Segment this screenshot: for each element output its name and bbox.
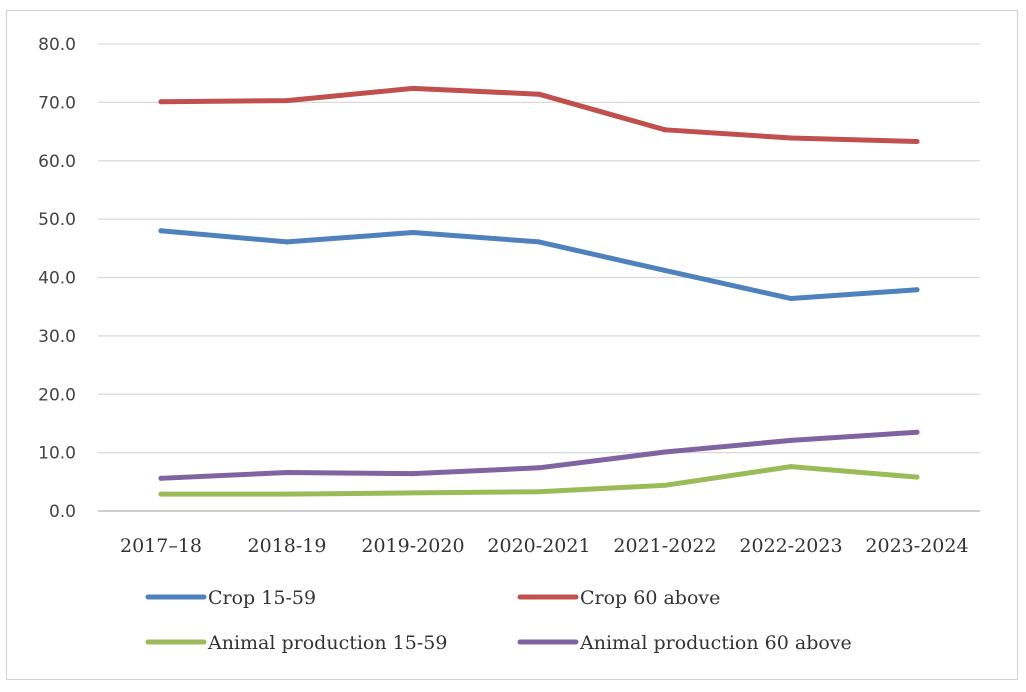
legend: Crop 15-59 Crop 60 above Animal production… bbox=[145, 587, 852, 654]
legend-label: Crop 60 above bbox=[580, 587, 720, 609]
y-tick-label: 50.0 bbox=[38, 210, 76, 230]
gridlines bbox=[98, 43, 980, 512]
x-tick-label: 2017–18 bbox=[120, 535, 202, 557]
data-point bbox=[788, 135, 794, 141]
y-tick-label: 30.0 bbox=[38, 327, 76, 347]
series-lines bbox=[158, 85, 920, 497]
data-point bbox=[662, 267, 668, 273]
y-tick-label: 60.0 bbox=[38, 152, 76, 172]
x-tick-label: 2018-19 bbox=[248, 535, 327, 557]
data-point bbox=[788, 296, 794, 302]
legend-label: Animal production 15-59 bbox=[207, 632, 447, 654]
data-point bbox=[536, 239, 542, 245]
data-point bbox=[284, 239, 290, 245]
data-point bbox=[914, 429, 920, 435]
x-tick-label: 2021-2022 bbox=[613, 535, 716, 557]
data-point bbox=[158, 228, 164, 234]
data-point bbox=[662, 449, 668, 455]
data-point bbox=[284, 469, 290, 475]
data-point bbox=[788, 464, 794, 470]
data-point bbox=[284, 98, 290, 104]
y-axis-tick-labels: 0.0 10.0 20.0 30.0 40.0 50.0 60.0 70.0 80.0 bbox=[38, 35, 76, 522]
data-point bbox=[410, 230, 416, 236]
data-point bbox=[410, 490, 416, 496]
x-tick-label: 2022-2023 bbox=[739, 535, 842, 557]
legend-label: Animal production 60 above bbox=[579, 632, 852, 654]
data-point bbox=[914, 287, 920, 293]
x-tick-label: 2019-2020 bbox=[361, 535, 464, 557]
data-point bbox=[410, 471, 416, 477]
data-point bbox=[914, 474, 920, 480]
data-point bbox=[536, 489, 542, 495]
y-tick-label: 10.0 bbox=[38, 444, 76, 464]
y-tick-label: 80.0 bbox=[38, 35, 76, 55]
data-point bbox=[914, 138, 920, 144]
y-tick-label: 20.0 bbox=[38, 385, 76, 405]
y-tick-label: 70.0 bbox=[38, 93, 76, 113]
data-point bbox=[662, 482, 668, 488]
series-line-4 bbox=[158, 429, 920, 481]
data-point bbox=[788, 437, 794, 443]
y-tick-label: 0.0 bbox=[49, 502, 76, 522]
legend-label: Crop 15-59 bbox=[208, 587, 316, 609]
x-tick-label: 2023-2024 bbox=[865, 535, 968, 557]
x-axis-tick-labels: 2017–18 2018-19 2019-2020 2020-2021 2021-202… bbox=[120, 535, 969, 557]
data-point bbox=[158, 475, 164, 481]
y-tick-label: 40.0 bbox=[38, 269, 76, 289]
x-tick-label: 2020-2021 bbox=[487, 535, 590, 557]
chart-frame bbox=[6, 10, 1018, 680]
data-point bbox=[536, 465, 542, 471]
data-point bbox=[158, 491, 164, 497]
data-point bbox=[410, 85, 416, 91]
data-point bbox=[662, 127, 668, 133]
data-point bbox=[158, 99, 164, 105]
data-point bbox=[536, 91, 542, 97]
data-point bbox=[284, 491, 290, 497]
